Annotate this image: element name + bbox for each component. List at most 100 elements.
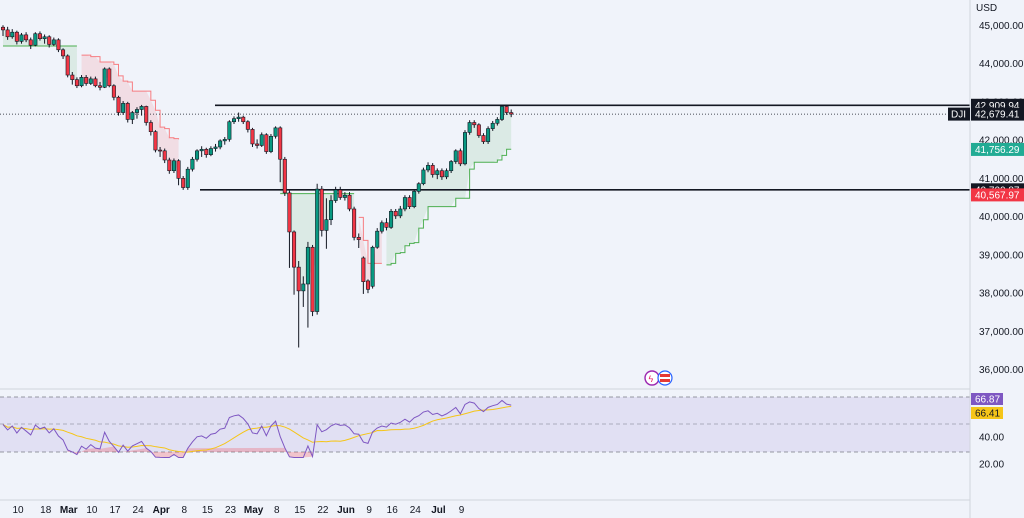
time-tick-label: 17 [109, 505, 121, 516]
horizontal-levels[interactable] [0, 104, 970, 191]
event-icons[interactable]: ϟ [644, 370, 673, 386]
tag-label: 41,756.29 [975, 145, 1020, 156]
candle-body [384, 222, 389, 228]
candle-body [14, 31, 19, 42]
candle-body [98, 85, 103, 88]
candle-body [273, 127, 278, 137]
candle-body [319, 188, 324, 231]
time-tick-label: Mar [60, 505, 78, 516]
candle-body [42, 36, 47, 39]
tag-bg [971, 188, 1024, 202]
candle-body [347, 194, 352, 210]
candle-body [444, 170, 449, 178]
candle-body [56, 39, 61, 51]
candle-body [84, 77, 89, 84]
candle-body [107, 68, 112, 87]
candle-body [407, 197, 412, 207]
candle-body [499, 106, 504, 120]
time-tick-label: 24 [133, 505, 145, 516]
candle-body [296, 266, 301, 292]
candle-body [305, 246, 310, 285]
time-tick-label: 22 [317, 505, 329, 516]
candle-body [61, 49, 66, 57]
candle-body [352, 208, 357, 238]
supertrend-bands [3, 28, 512, 288]
rsi-pane [0, 396, 970, 459]
candle-body [315, 188, 320, 312]
candle-body [79, 77, 84, 87]
candle-body [333, 189, 338, 201]
candle-body [268, 135, 273, 152]
candle-body [398, 208, 403, 217]
candle-body [287, 192, 292, 233]
candle-body [393, 210, 398, 217]
candle-body [375, 230, 380, 248]
candle-body [504, 106, 509, 113]
candle-body [125, 103, 130, 120]
candle-body [472, 122, 477, 126]
price-tick-label: 40,000.00 [979, 212, 1024, 223]
candle-body [10, 31, 15, 38]
candle-body [153, 131, 158, 151]
candle-body [486, 128, 491, 142]
band-line [386, 148, 512, 266]
tag-label: 42,679.41 [975, 110, 1020, 121]
candlestick-series [0, 25, 514, 348]
tag-bg [971, 393, 1003, 405]
price-tag: DJI 42,679.41 [948, 107, 1024, 121]
candle-body [439, 170, 444, 178]
time-tick-label: 24 [410, 505, 422, 516]
band-fill [386, 109, 512, 265]
candle-body [435, 170, 440, 175]
tag-label: 40,567.97 [975, 190, 1020, 201]
candle-body [361, 257, 366, 282]
candle-body [74, 79, 79, 87]
price-tick-label: 38,000.00 [979, 289, 1024, 300]
candle-body [282, 158, 287, 194]
candle-body [111, 85, 116, 98]
candle-body [259, 134, 264, 146]
price-tag: 41,756.29 [971, 142, 1024, 156]
candle-body [121, 103, 126, 113]
candle-body [232, 118, 237, 123]
candle-body [185, 168, 190, 188]
candle-body [389, 210, 394, 228]
candle-body [167, 159, 172, 172]
time-axis[interactable]: 10 18 Mar 10 17 24 Apr 8 15 23 May 8 15 22 Jun 9 16 24 Jul… [0, 499, 970, 516]
currency-label: USD [976, 3, 998, 14]
price-tick-label: 41,000.00 [979, 174, 1024, 185]
time-tick-label: 18 [40, 505, 52, 516]
rsi-tag: 66.41 [971, 407, 1003, 420]
time-tick-label: 10 [86, 505, 98, 516]
candle-body [241, 116, 246, 123]
rsi-tag: 66.87 [971, 393, 1003, 406]
candle-body [453, 150, 458, 162]
time-tick-label: May [244, 505, 264, 516]
candle-body [0, 26, 6, 31]
candle-body [162, 150, 167, 161]
candle-body [148, 122, 153, 132]
rsi-tick-label: 20.00 [979, 460, 1004, 471]
time-tick-label: 9 [459, 505, 465, 516]
time-tick-label: 9 [366, 505, 372, 516]
candle-body [412, 191, 417, 207]
candle-body [208, 148, 213, 155]
candle-body [379, 222, 384, 232]
candle-body [190, 158, 195, 170]
candle-body [402, 197, 407, 210]
price-tags: 42,909.9440,700.87DJI42,679.4141,756.294… [948, 98, 1024, 420]
candle-body [426, 165, 431, 171]
candle-body [310, 246, 315, 312]
candle-body [495, 119, 500, 124]
time-tick-label: 8 [274, 505, 280, 516]
candle-body [449, 161, 454, 172]
candle-body [324, 219, 329, 231]
price-tick-label: 37,000.00 [979, 327, 1024, 338]
candle-body [264, 134, 269, 152]
price-axis[interactable]: 45,000.0044,000.0043,000.0042,000.0041,0… [969, 0, 1024, 518]
candle-body [245, 121, 250, 130]
candle-body [213, 146, 218, 149]
candle-body [116, 96, 121, 113]
candle-body [204, 148, 209, 155]
